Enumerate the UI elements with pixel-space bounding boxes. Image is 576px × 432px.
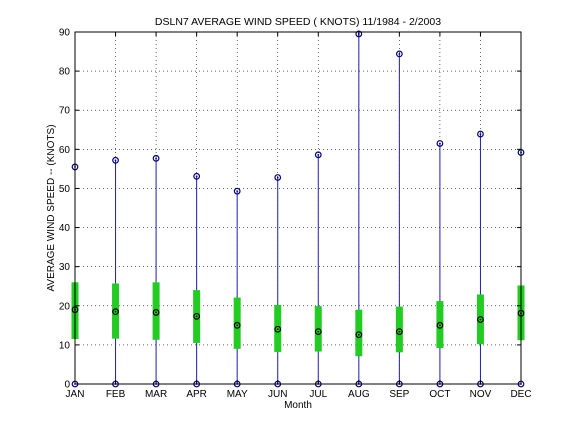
max-marker	[395, 50, 403, 58]
max-marker	[112, 156, 119, 164]
max-marker-dot	[479, 133, 482, 135]
plot-frame	[74, 31, 522, 385]
mean-marker	[193, 312, 201, 320]
x-axis-ticks: JAN FEB MAR APR MAY JUN JUL AUG SEP OCT NOV DEC	[66, 32, 532, 400]
max-marker	[233, 187, 241, 195]
mean-marker	[355, 331, 363, 339]
x-tick-label: OCT	[429, 389, 450, 400]
max-marker	[477, 130, 484, 138]
x-tick-label: MAR	[145, 389, 167, 400]
mean-marker	[314, 328, 322, 335]
y-tick-label: 50	[59, 184, 71, 195]
mean-marker-dot	[439, 324, 441, 327]
max-marker-dot	[114, 159, 117, 162]
x-tick-label: AUG	[348, 389, 370, 400]
y-tick-label: 0	[64, 380, 70, 391]
max-marker	[274, 174, 282, 181]
y-tick-label: 10	[59, 340, 71, 351]
x-tick-label: NOV	[470, 389, 492, 400]
max-marker	[355, 30, 363, 38]
mean-marker	[112, 308, 119, 316]
y-tick-label: 70	[59, 106, 71, 117]
mean-marker-dot	[317, 330, 320, 333]
max-marker	[436, 140, 444, 147]
y-axis-label: AVERAGE WIND SPEED -- (KNOTS)	[46, 124, 57, 291]
iqr-box	[233, 297, 241, 349]
max-marker-dot	[155, 157, 157, 160]
y-tick-label: 40	[59, 223, 71, 234]
x-tick-label: DEC	[510, 389, 531, 400]
mean-marker	[274, 325, 282, 333]
x-tick-label: MAY	[227, 389, 248, 400]
x-tick-label: JUL	[309, 389, 327, 400]
x-tick-label: SEP	[389, 389, 409, 400]
x-axis-label: Month	[284, 400, 312, 411]
mean-marker	[436, 321, 444, 329]
max-marker-dot	[195, 175, 198, 178]
x-tick-label: JUN	[268, 389, 287, 400]
mean-marker	[395, 328, 403, 335]
mean-marker-dot	[357, 333, 360, 336]
iqr-box	[152, 282, 160, 340]
y-tick-label: 60	[59, 145, 71, 156]
box-aug	[355, 30, 363, 388]
max-marker-dot	[439, 142, 441, 145]
x-tick-label: FEB	[106, 389, 126, 400]
mean-marker	[152, 309, 160, 316]
y-tick-label: 20	[59, 301, 71, 312]
max-marker	[314, 151, 322, 159]
iqr-box	[395, 306, 403, 353]
mean-marker-dot	[398, 330, 401, 333]
chart-title: DSLN7 AVERAGE WIND SPEED ( KNOTS) 11/198…	[155, 16, 441, 28]
max-marker-dot	[398, 53, 401, 55]
iqr-box	[355, 309, 363, 357]
mean-marker-dot	[155, 311, 157, 314]
mean-marker	[233, 321, 241, 329]
x-tick-label: APR	[186, 389, 207, 400]
mean-marker-dot	[195, 315, 198, 318]
mean-marker-dot	[114, 310, 117, 313]
y-tick-label: 30	[59, 262, 71, 273]
max-marker-dot	[236, 190, 239, 193]
mean-marker-dot	[479, 318, 482, 321]
max-marker	[152, 154, 160, 162]
max-marker	[193, 172, 201, 180]
max-marker-dot	[276, 176, 279, 179]
y-tick-label: 80	[59, 67, 71, 78]
y-axis-ticks: 0 10 20 30 40 50 60 70 80 90	[59, 28, 521, 391]
max-marker-dot	[317, 153, 320, 156]
mean-marker-dot	[276, 328, 279, 331]
mean-marker	[477, 316, 484, 323]
mean-marker-dot	[236, 324, 239, 327]
x-tick-label: JAN	[66, 389, 85, 400]
y-tick-label: 90	[59, 28, 71, 39]
